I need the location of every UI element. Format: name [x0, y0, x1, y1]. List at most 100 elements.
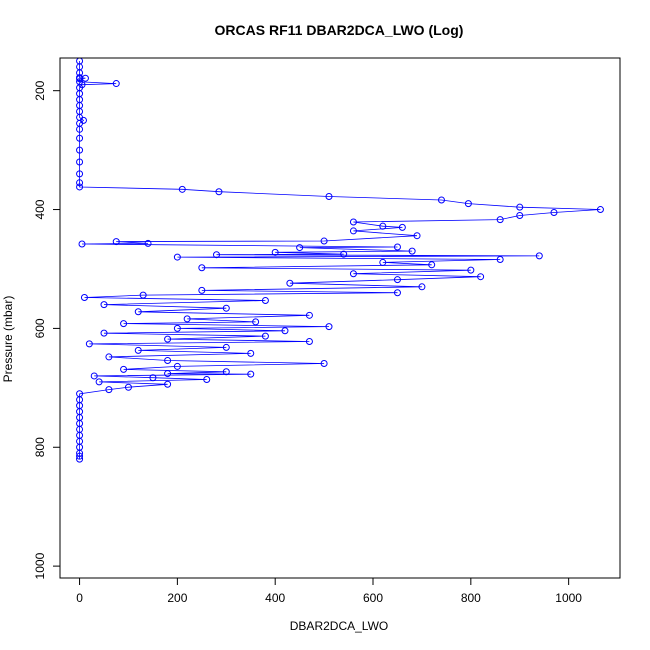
data-point [261, 296, 269, 304]
x-axis: 0 200 400 600 800 1000 [76, 577, 582, 605]
data-point [516, 203, 524, 211]
x-tick-label: 600 [363, 591, 383, 605]
y-tick-label: 800 [33, 437, 47, 457]
data-point [252, 318, 260, 326]
data-point [76, 183, 84, 191]
data-point [535, 252, 543, 260]
data-point [379, 258, 387, 266]
x-tick-label: 1000 [555, 591, 582, 605]
x-tick-label: 800 [461, 591, 481, 605]
data-point [222, 343, 230, 351]
data-point [76, 452, 84, 460]
data-point [76, 134, 84, 142]
data-point [105, 386, 113, 394]
data-point [78, 240, 86, 248]
data-point [90, 372, 98, 380]
data-point [76, 455, 84, 463]
data-point [124, 383, 132, 391]
x-tick-label: 400 [265, 591, 285, 605]
data-point [134, 308, 142, 316]
data-point [477, 273, 485, 281]
data-point [305, 337, 313, 345]
data-point [198, 286, 206, 294]
data-point [164, 335, 172, 343]
x-tick-label: 0 [76, 591, 83, 605]
data-point [437, 196, 445, 204]
data-point [213, 251, 221, 259]
data-point [76, 146, 84, 154]
data-point [95, 378, 103, 386]
y-axis: 200 400 600 800 1000 [33, 80, 61, 579]
data-point [173, 253, 181, 261]
data-point [85, 340, 93, 348]
data-point [320, 237, 328, 245]
data-point [408, 247, 416, 255]
data-point [413, 232, 421, 240]
data-point [164, 370, 172, 378]
data-point [296, 244, 304, 252]
chart-title: ORCAS RF11 DBAR2DCA_LWO (Log) [215, 22, 464, 38]
data-point [100, 329, 108, 337]
data-point [325, 323, 333, 331]
data-point [349, 227, 357, 235]
data-point [550, 209, 558, 217]
data-point [271, 248, 279, 256]
data-point [76, 75, 84, 83]
data-point [149, 374, 157, 382]
data-point [105, 353, 113, 361]
data-point [139, 291, 147, 299]
data-point [76, 125, 84, 133]
data-point [516, 211, 524, 219]
y-axis-label: Pressure (mbar) [1, 296, 15, 383]
data-point [183, 315, 191, 323]
data-point [76, 170, 84, 178]
y-tick-label: 600 [33, 318, 47, 338]
data-series [76, 57, 604, 463]
data-point [215, 188, 223, 196]
data-point [286, 279, 294, 287]
data-point [398, 223, 406, 231]
data-point [164, 380, 172, 388]
x-axis-label: DBAR2DCA_LWO [290, 619, 388, 633]
data-point [305, 311, 313, 319]
data-point [120, 365, 128, 373]
data-point [393, 276, 401, 284]
data-point [112, 80, 120, 88]
data-point [203, 376, 211, 384]
data-point [596, 206, 604, 214]
y-tick-label: 400 [33, 199, 47, 219]
data-point [76, 158, 84, 166]
data-point [496, 216, 504, 224]
data-point [393, 243, 401, 251]
data-point [80, 293, 88, 301]
data-point [379, 222, 387, 230]
data-point [467, 266, 475, 274]
data-point [198, 264, 206, 272]
data-point [464, 200, 472, 208]
data-point [112, 238, 120, 246]
data-point [428, 261, 436, 269]
data-point [173, 324, 181, 332]
data-point [418, 283, 426, 291]
data-point [222, 304, 230, 312]
data-point [222, 368, 230, 376]
series-line [79, 61, 601, 460]
data-point [281, 327, 289, 335]
data-point [100, 301, 108, 309]
data-point [173, 362, 181, 370]
data-point [393, 289, 401, 297]
data-point [261, 332, 269, 340]
data-point [340, 250, 348, 258]
data-point [247, 349, 255, 357]
data-point [320, 359, 328, 367]
data-point [144, 239, 152, 247]
y-tick-label: 200 [33, 80, 47, 100]
data-point [120, 320, 128, 328]
data-point [76, 179, 84, 187]
data-point [247, 370, 255, 378]
data-point [178, 185, 186, 193]
data-point [349, 270, 357, 278]
data-point [164, 356, 172, 364]
